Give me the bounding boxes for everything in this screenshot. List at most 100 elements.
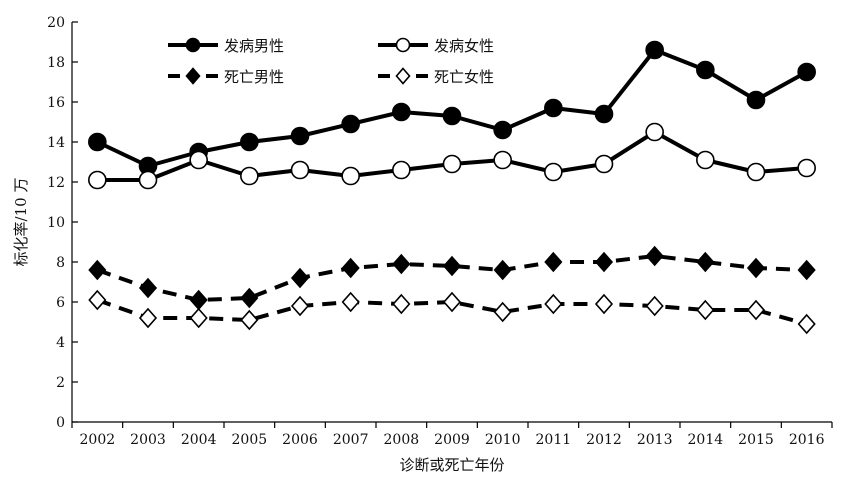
y-tick-label: 6 <box>56 295 65 311</box>
data-point <box>797 313 816 335</box>
data-point <box>442 154 462 174</box>
x-tick-label: 2014 <box>688 432 724 448</box>
data-point <box>493 259 512 281</box>
data-point <box>797 62 816 82</box>
data-point <box>544 162 563 182</box>
data-point <box>594 293 614 315</box>
data-point <box>746 162 766 182</box>
x-tick-label: 2009 <box>434 432 470 448</box>
data-point <box>240 166 259 186</box>
series-4 <box>88 289 816 335</box>
data-point <box>746 90 766 110</box>
data-point <box>138 170 158 190</box>
x-tick-label: 2002 <box>80 432 116 448</box>
y-tick-label: 2 <box>56 375 65 391</box>
y-axis-title: 标化率/10 万 <box>12 178 30 267</box>
x-tick-label: 2012 <box>586 432 622 448</box>
x-tick-label: 2011 <box>536 432 572 448</box>
data-point <box>594 251 614 273</box>
x-tick-label: 2008 <box>384 432 420 448</box>
data-point <box>290 160 310 180</box>
data-point <box>138 277 158 299</box>
data-point <box>341 166 360 186</box>
data-point <box>290 267 310 289</box>
y-tick-label: 20 <box>47 15 65 31</box>
x-tick-label: 2016 <box>789 432 825 448</box>
legend-label: 死亡女性 <box>434 68 494 86</box>
y-tick-label: 14 <box>47 135 65 151</box>
x-tick-label: 2004 <box>181 432 217 448</box>
y-ticks: 0 2 4 6 8 10 12 14 16 18 20 <box>47 15 78 431</box>
legend-item: 发病女性 <box>378 37 494 55</box>
legend-marker <box>185 67 201 85</box>
data-point <box>189 307 208 329</box>
data-point <box>341 257 360 279</box>
legend-item: 发病男性 <box>168 37 284 55</box>
x-tick-label: 2010 <box>485 432 521 448</box>
data-point <box>240 309 259 331</box>
data-point <box>442 106 462 126</box>
data-point <box>594 104 614 124</box>
legend-item: 死亡女性 <box>378 67 494 86</box>
y-tick-label: 10 <box>47 215 65 231</box>
data-point <box>88 132 107 152</box>
data-point <box>442 255 462 277</box>
data-point <box>645 245 664 267</box>
y-tick-label: 4 <box>56 335 65 351</box>
data-point <box>392 102 411 122</box>
data-point <box>189 150 208 170</box>
y-tick-label: 18 <box>47 55 65 71</box>
data-point <box>696 150 715 170</box>
data-point <box>240 132 259 152</box>
legend-label: 死亡男性 <box>224 68 284 86</box>
y-tick-label: 8 <box>56 255 65 271</box>
legend-item: 死亡男性 <box>168 67 284 86</box>
data-point <box>797 259 816 281</box>
legend-label: 发病女性 <box>434 37 494 55</box>
data-point <box>594 154 614 174</box>
data-point <box>544 251 563 273</box>
legend-label: 发病男性 <box>224 37 284 55</box>
x-tick-label: 2007 <box>333 432 369 448</box>
data-point <box>696 251 715 273</box>
legend-marker <box>395 67 411 85</box>
x-axis-title: 诊断或死亡年份 <box>399 456 504 474</box>
x-tick-label: 2003 <box>130 432 166 448</box>
data-point <box>392 160 411 180</box>
data-point <box>645 40 664 60</box>
x-tick-label: 2005 <box>232 432 268 448</box>
data-point <box>493 150 512 170</box>
data-point <box>746 257 766 279</box>
data-point <box>341 291 360 313</box>
data-point <box>696 299 715 321</box>
series-line <box>96 298 808 326</box>
data-point <box>392 253 411 275</box>
data-point <box>696 60 715 80</box>
data-point <box>189 289 208 311</box>
data-point <box>797 158 816 178</box>
data-point <box>493 301 512 323</box>
data-point <box>290 295 310 317</box>
data-point <box>442 291 462 313</box>
data-point <box>88 170 107 190</box>
x-tick-label: 2006 <box>282 432 318 448</box>
data-point <box>544 98 563 118</box>
data-point <box>290 126 310 146</box>
data-point <box>341 114 360 134</box>
legend-marker <box>395 37 411 53</box>
y-tick-label: 16 <box>47 95 65 111</box>
series-2 <box>88 122 816 190</box>
data-point <box>746 299 766 321</box>
y-tick-label: 12 <box>47 175 65 191</box>
data-point <box>88 259 107 281</box>
data-point <box>240 287 259 309</box>
data-point <box>645 295 664 317</box>
data-point <box>493 120 512 140</box>
legend-marker <box>185 37 201 53</box>
x-tick-label: 2015 <box>738 432 774 448</box>
x-tick-label: 2013 <box>637 432 673 448</box>
x-ticks: 2002 2003 2004 2005 2006 2007 2008 2009 2010 2011… <box>71 422 833 448</box>
data-point <box>138 307 158 329</box>
